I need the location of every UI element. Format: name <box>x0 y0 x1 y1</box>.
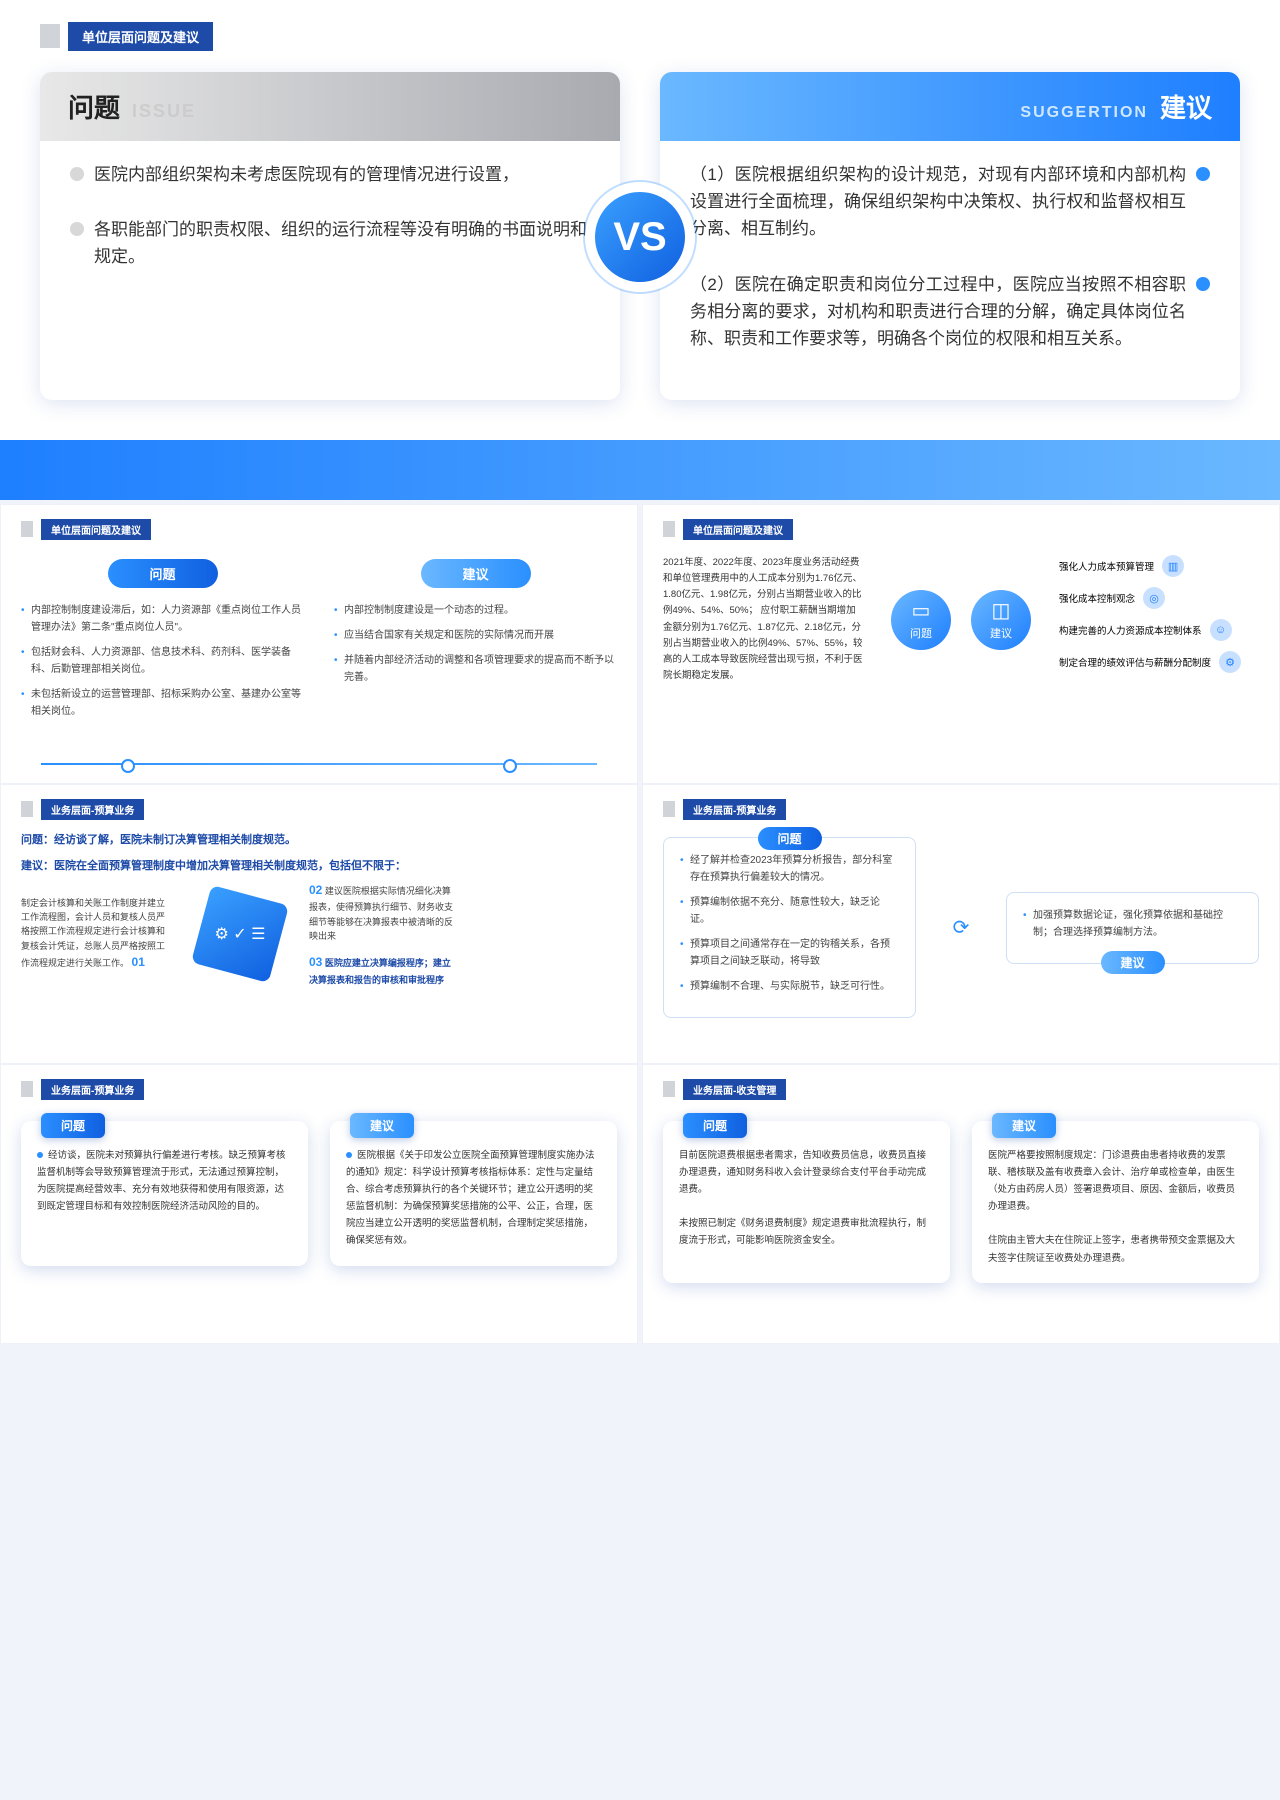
suggest-box: 建议 加强预算数据论证，强化预算依据和基础控制；合理选择预算编制方法。 <box>1006 892 1259 964</box>
issue-pill: 问题 <box>108 559 218 588</box>
list-item: 预算编制不合理、与实际脱节，缺乏可行性。 <box>680 978 899 995</box>
issue-label-en: ISSUE <box>132 101 196 122</box>
list-item: 包括财会科、人力资源部、信息技术科、药剂科、医学装备科、后勤管理部相关岗位。 <box>21 644 304 678</box>
col-text: 医院应建立决算编报程序；建立决算报表和报告的审核和审批程序 <box>309 958 451 984</box>
list-item: 内部控制制度建设是一个动态的过程。 <box>334 602 617 619</box>
list-item: 预算编制依据不充分、随意性较大，缺乏论证。 <box>680 894 899 928</box>
bullet-icon <box>70 222 84 236</box>
list-item: 强化成本控制观念 <box>1059 591 1135 605</box>
list-item: 制定合理的绩效评估与薪酬分配制度 <box>1059 655 1211 669</box>
floor-gradient <box>0 440 1280 500</box>
briefcase-icon: ▭ <box>912 598 931 623</box>
title-text: 业务层面-收支管理 <box>683 1079 786 1100</box>
title-text: 单位层面问题及建议 <box>41 519 151 540</box>
issue-text: 各职能部门的职责权限、组织的运行流程等没有明确的书面说明和规定。 <box>94 216 590 270</box>
col-text: 建议医院根据实际情况细化决算报表，使得预算执行细节、财务收支细节等能够在决算报表… <box>309 886 453 941</box>
title-text: 业务层面-预算业务 <box>41 1079 144 1100</box>
suggest-tag: 建议 <box>350 1113 414 1138</box>
target-icon: ◎ <box>1143 587 1165 609</box>
title-text: 单位层面问题及建议 <box>68 22 213 51</box>
issue-text: 医院内部组织架构未考虑医院现有的管理情况进行设置， <box>94 161 519 188</box>
list-item: 应当结合国家有关规定和医院的实际情况而开展 <box>334 627 617 644</box>
card-text: 医院根据《关于印发公立医院全面预算管理制度实施办法的通知》规定：科学设计预算考核… <box>346 1150 595 1246</box>
issue-tag: 问题 <box>41 1113 105 1138</box>
issue-card: 问题 目前医院退费根据患者需求，告知收费员信息，收费员直接办理退费，通知财务科收… <box>663 1121 950 1283</box>
card-text: 目前医院退费根据患者需求，告知收费员信息，收费员直接办理退费，通知财务科收入会计… <box>679 1147 934 1250</box>
suggest-label: 建议 <box>1160 88 1212 125</box>
slide-unit-vs: 单位层面问题及建议 问题 ISSUE 医院内部组织架构未考虑医院现有的管理情况进… <box>0 0 1280 500</box>
title-text: 业务层面-预算业务 <box>683 799 786 820</box>
list-item: 经了解并检查2023年预算分析报告，部分科室存在预算执行偏差较大的情况。 <box>680 852 899 886</box>
list-item: 强化人力成本预算管理 <box>1059 559 1154 573</box>
suggest-header: 建议：医院在全面预算管理制度中增加决算管理相关制度规范，包括但不限于： <box>21 857 617 873</box>
issue-label: 问题 <box>68 88 120 125</box>
bullet-icon <box>1196 277 1210 291</box>
cube-graphic <box>185 879 295 989</box>
list-item: 内部控制制度建设滞后，如：人力资源部《重点岗位工作人员管理办法》第二条"重点岗位… <box>21 602 304 636</box>
list-item: 构建完善的人力资源成本控制体系 <box>1059 623 1202 637</box>
title-text: 业务层面-预算业务 <box>41 799 144 820</box>
suggest-circle: ◫建议 <box>971 590 1031 650</box>
issue-tag: 问题 <box>683 1113 747 1138</box>
slide-budget-analysis: 业务层面-预算业务 问题 经了解并检查2023年预算分析报告，部分科室存在预算执… <box>642 784 1280 1064</box>
suggest-text: （2）医院在确定职责和岗位分工过程中，医院应当按照不相容职务相分离的要求，对机构… <box>690 271 1186 353</box>
issue-header: 问题：经访谈了解，医院未制订决算管理相关制度规范。 <box>21 831 617 847</box>
card-text: 经访谈，医院未对预算执行偏差进行考核。缺乏预算考核监督机制等会导致预算管理流于形… <box>37 1150 286 1212</box>
suggest-label-en: SUGGERTION <box>1020 104 1148 122</box>
issue-card: 问题 ISSUE 医院内部组织架构未考虑医院现有的管理情况进行设置， 各职能部门… <box>40 72 620 400</box>
bullet-icon <box>70 167 84 181</box>
slide-unit-cost: 单位层面问题及建议 2021年度、2022年度、2023年度业务活动经费和单位管… <box>642 504 1280 784</box>
people-icon: ☺ <box>1210 619 1232 641</box>
slide-budget-settle: 业务层面-预算业务 问题：经访谈了解，医院未制订决算管理相关制度规范。 建议：医… <box>0 784 638 1064</box>
num-label: 01 <box>132 955 145 969</box>
suggest-card: 建议 医院根据《关于印发公立医院全面预算管理制度实施办法的通知》规定：科学设计预… <box>330 1121 617 1266</box>
timeline-bar <box>41 763 597 765</box>
bookmark-icon: ◫ <box>992 598 1011 623</box>
issue-tag: 问题 <box>757 827 821 850</box>
slide-unit-control: 单位层面问题及建议 问题 内部控制制度建设滞后，如：人力资源部《重点岗位工作人员… <box>0 504 638 784</box>
slide-budget-assess: 业务层面-预算业务 问题 经访谈，医院未对预算执行偏差进行考核。缺乏预算考核监督… <box>0 1064 638 1344</box>
card-text: 医院严格要按照制度规定：门诊退费由患者持收费的发票联、稽核联及盖有收费章入会计、… <box>988 1147 1243 1267</box>
title-accent <box>40 24 60 48</box>
list-item: 加强预算数据论证，强化预算依据和基础控制；合理选择预算编制方法。 <box>1023 907 1242 941</box>
slide-title: 单位层面问题及建议 <box>40 20 1240 52</box>
issue-circle: ▭问题 <box>891 590 951 650</box>
vs-badge: VS <box>585 182 695 292</box>
suggest-tag: 建议 <box>1100 951 1164 974</box>
arrow-loop: ⟳ <box>936 915 986 940</box>
suggest-card: SUGGERTION 建议 （1）医院根据组织架构的设计规范，对现有内部环境和内… <box>660 72 1240 400</box>
title-text: 单位层面问题及建议 <box>683 519 793 540</box>
issue-box: 问题 经了解并检查2023年预算分析报告，部分科室存在预算执行偏差较大的情况。 … <box>663 837 916 1018</box>
suggest-text: （1）医院根据组织架构的设计规范，对现有内部环境和内部机构设置进行全面梳理，确保… <box>690 161 1186 243</box>
num-label: 02 <box>309 883 322 897</box>
slide-revenue-refund: 业务层面-收支管理 问题 目前医院退费根据患者需求，告知收费员信息，收费员直接办… <box>642 1064 1280 1344</box>
cost-paragraph: 2021年度、2022年度、2023年度业务活动经费和单位管理费用中的人工成本分… <box>663 555 863 684</box>
list-item: 预算项目之间通常存在一定的钩稽关系，各预算项目之间缺乏联动，将导致 <box>680 936 899 970</box>
doc-icon: ▥ <box>1162 555 1184 577</box>
list-item: 并随着内部经济活动的调整和各项管理要求的提高而不断予以完善。 <box>334 652 617 686</box>
num-label: 03 <box>309 955 322 969</box>
gear-icon: ⚙ <box>1219 651 1241 673</box>
list-item: 未包括新设立的运营管理部、招标采购办公室、基建办公室等相关岗位。 <box>21 686 304 720</box>
suggest-tag: 建议 <box>992 1113 1056 1138</box>
bullet-icon <box>1196 167 1210 181</box>
suggest-card: 建议 医院严格要按照制度规定：门诊退费由患者持收费的发票联、稽核联及盖有收费章入… <box>972 1121 1259 1283</box>
suggest-pill: 建议 <box>421 559 531 588</box>
issue-card: 问题 经访谈，医院未对预算执行偏差进行考核。缺乏预算考核监督机制等会导致预算管理… <box>21 1121 308 1266</box>
